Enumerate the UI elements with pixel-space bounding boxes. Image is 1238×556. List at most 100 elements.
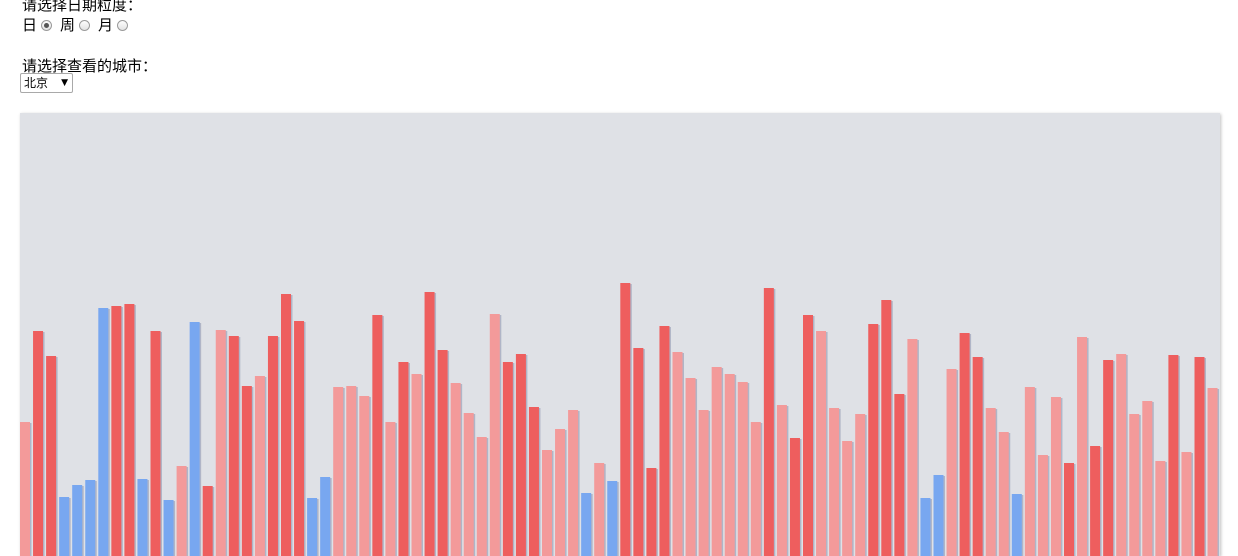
bar[interactable] bbox=[737, 382, 748, 556]
bar[interactable] bbox=[985, 408, 996, 556]
bar[interactable] bbox=[333, 387, 344, 556]
bar[interactable] bbox=[1142, 401, 1153, 556]
bar[interactable] bbox=[620, 283, 631, 556]
bar[interactable] bbox=[1116, 354, 1127, 556]
bar[interactable] bbox=[20, 422, 30, 556]
bar[interactable] bbox=[829, 408, 840, 556]
bar[interactable] bbox=[528, 407, 539, 556]
bar[interactable] bbox=[542, 450, 552, 556]
bar[interactable] bbox=[307, 498, 318, 556]
bar[interactable] bbox=[920, 498, 931, 556]
bar[interactable] bbox=[228, 336, 239, 556]
bar[interactable] bbox=[111, 306, 122, 556]
bar[interactable] bbox=[46, 356, 57, 556]
bar[interactable] bbox=[868, 324, 879, 556]
bar[interactable] bbox=[816, 331, 827, 556]
bar[interactable] bbox=[385, 422, 396, 556]
bar[interactable] bbox=[1129, 414, 1140, 556]
bar[interactable] bbox=[59, 497, 70, 556]
radio-week[interactable]: 周 bbox=[60, 16, 91, 34]
bar[interactable] bbox=[359, 396, 370, 556]
bar[interactable] bbox=[1207, 388, 1218, 556]
bar[interactable] bbox=[959, 333, 970, 556]
bar[interactable] bbox=[372, 315, 383, 556]
bar[interactable] bbox=[241, 386, 252, 556]
bar[interactable] bbox=[1181, 452, 1192, 556]
bar[interactable] bbox=[568, 410, 579, 556]
bar[interactable] bbox=[1050, 397, 1061, 556]
bar[interactable] bbox=[424, 292, 435, 556]
bar[interactable] bbox=[933, 475, 944, 556]
bar[interactable] bbox=[763, 288, 774, 556]
bar[interactable] bbox=[594, 463, 605, 556]
bar[interactable] bbox=[189, 322, 200, 556]
bar[interactable] bbox=[581, 493, 592, 556]
bar[interactable] bbox=[281, 294, 291, 556]
bar[interactable] bbox=[267, 336, 278, 556]
bar[interactable] bbox=[215, 330, 226, 556]
bar[interactable] bbox=[946, 369, 957, 556]
bar[interactable] bbox=[463, 413, 474, 556]
bar[interactable] bbox=[502, 362, 513, 556]
bar[interactable] bbox=[855, 414, 866, 556]
bar[interactable] bbox=[85, 480, 96, 556]
bar[interactable] bbox=[254, 376, 265, 556]
bar[interactable] bbox=[1077, 337, 1088, 556]
radio-month-button[interactable] bbox=[117, 19, 129, 31]
radio-day-label: 日 bbox=[22, 16, 38, 34]
bar[interactable] bbox=[724, 374, 735, 556]
bar[interactable] bbox=[72, 485, 83, 556]
bar[interactable] bbox=[437, 350, 448, 556]
bar[interactable] bbox=[176, 466, 187, 556]
bar[interactable] bbox=[411, 374, 422, 556]
bar[interactable] bbox=[1064, 463, 1074, 556]
bar[interactable] bbox=[1168, 355, 1179, 556]
radio-day-button[interactable] bbox=[41, 19, 53, 31]
bar[interactable] bbox=[398, 362, 409, 556]
bar[interactable] bbox=[1037, 455, 1048, 556]
bar[interactable] bbox=[1011, 494, 1022, 556]
bar[interactable] bbox=[803, 315, 813, 556]
bar[interactable] bbox=[646, 468, 657, 556]
bar[interactable] bbox=[1103, 360, 1114, 556]
bar[interactable] bbox=[711, 367, 722, 556]
bar[interactable] bbox=[685, 378, 696, 556]
bar[interactable] bbox=[163, 500, 174, 556]
bar[interactable] bbox=[672, 352, 683, 556]
bar[interactable] bbox=[320, 477, 331, 556]
bar[interactable] bbox=[476, 437, 487, 556]
bar[interactable] bbox=[633, 348, 644, 556]
radio-month[interactable]: 月 bbox=[98, 16, 129, 34]
bar[interactable] bbox=[202, 486, 213, 556]
bar[interactable] bbox=[972, 357, 983, 556]
bar[interactable] bbox=[659, 326, 670, 556]
bar[interactable] bbox=[33, 331, 44, 556]
bar[interactable] bbox=[894, 394, 905, 556]
bar[interactable] bbox=[346, 386, 357, 556]
bar[interactable] bbox=[150, 331, 161, 556]
bar[interactable] bbox=[750, 422, 761, 556]
bar[interactable] bbox=[1024, 387, 1035, 556]
bar[interactable] bbox=[1155, 461, 1166, 556]
bar[interactable] bbox=[842, 441, 853, 556]
bar[interactable] bbox=[776, 405, 787, 556]
bar[interactable] bbox=[998, 432, 1009, 556]
radio-day[interactable]: 日 bbox=[22, 16, 53, 34]
bar[interactable] bbox=[698, 410, 709, 556]
bar[interactable] bbox=[1194, 357, 1205, 556]
radio-week-button[interactable] bbox=[79, 19, 91, 31]
bar[interactable] bbox=[98, 308, 109, 556]
bar[interactable] bbox=[515, 354, 526, 556]
bar[interactable] bbox=[881, 300, 892, 556]
bar[interactable] bbox=[294, 321, 305, 556]
bar[interactable] bbox=[789, 438, 800, 556]
bar[interactable] bbox=[450, 383, 461, 556]
city-select[interactable]: 北京 ▼ bbox=[20, 73, 73, 93]
bar[interactable] bbox=[555, 429, 566, 556]
bar[interactable] bbox=[1090, 446, 1101, 556]
bar[interactable] bbox=[907, 339, 918, 556]
bar[interactable] bbox=[124, 304, 135, 556]
bar[interactable] bbox=[489, 314, 500, 556]
bar[interactable] bbox=[607, 481, 618, 556]
bar[interactable] bbox=[137, 479, 148, 556]
